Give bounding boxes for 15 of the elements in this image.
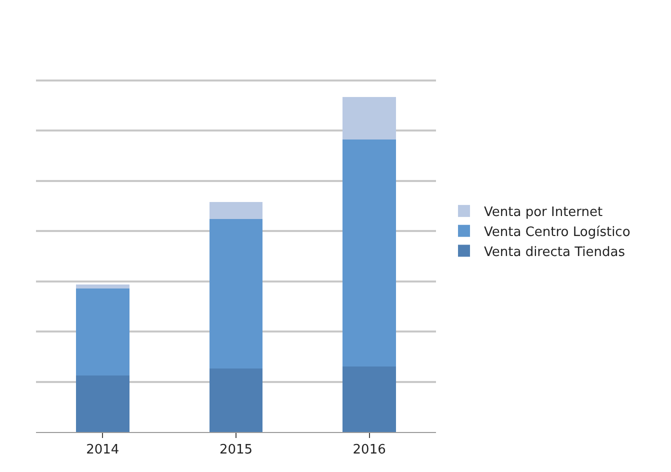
bar — [342, 140, 396, 367]
x-tick-label: 2014 — [86, 442, 120, 458]
bar — [209, 218, 263, 369]
bar — [209, 368, 263, 432]
bar — [209, 202, 263, 219]
legend-label: Venta Centro Logístico — [484, 224, 630, 240]
x-tick-label: 2016 — [352, 442, 386, 458]
bar — [342, 97, 396, 140]
bar — [76, 375, 130, 432]
bar — [342, 366, 396, 432]
bar — [76, 284, 130, 288]
legend-label: Venta por Internet — [484, 205, 603, 220]
x-tick-label: 2015 — [219, 442, 253, 458]
legend-label: Venta directa Tiendas — [484, 244, 626, 260]
bar — [76, 288, 130, 376]
